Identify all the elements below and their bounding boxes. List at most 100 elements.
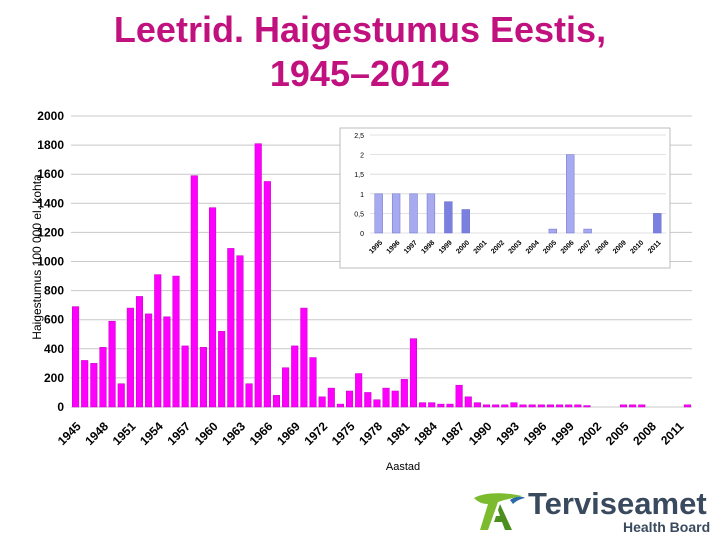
bar-1980	[391, 390, 399, 408]
bar-1965	[254, 143, 262, 408]
inset-y-tick-labels: 0 0,5 1 1,5 2 2,5	[354, 133, 364, 238]
bar-2001	[583, 405, 591, 408]
main-y-tick-label: 600	[44, 313, 64, 327]
bar-1960	[209, 207, 217, 408]
main-y-tick-label: 1800	[37, 138, 64, 152]
bar-2006	[629, 404, 637, 408]
bar-1997	[546, 404, 554, 408]
bar-1955	[163, 316, 171, 408]
inset-bar-2000	[461, 209, 470, 234]
bar-1969	[291, 345, 299, 408]
inset-y-tick-label: 2,5	[354, 133, 364, 140]
main-x-tick-label: 1960	[192, 419, 221, 448]
bar-1999	[565, 404, 573, 408]
main-x-tick-label: 1990	[466, 419, 495, 448]
terviseamet-logo: Terviseamet Health Board	[470, 486, 715, 538]
main-y-tick-label: 1200	[37, 225, 64, 239]
bar-2000	[574, 404, 582, 408]
bar-1979	[382, 387, 390, 408]
y-axis-label: Haigestumus 100 000 el. kohta	[30, 174, 44, 340]
bar-1970	[300, 307, 308, 408]
bar-1964	[245, 383, 253, 408]
bar-1956	[172, 275, 180, 408]
bar-2005	[619, 404, 628, 408]
main-x-tick-label: 2011	[658, 419, 687, 448]
inset-y-tick-label: 1,5	[354, 172, 364, 179]
bar-1945	[72, 306, 80, 408]
inset-chart: 00,511,522,5 1995 1996 1997 1998 1999 2000 200…	[339, 127, 671, 269]
main-x-tick-label: 1972	[301, 419, 330, 448]
main-x-tick-label: 1948	[82, 419, 111, 448]
main-x-tick-label: 1981	[384, 419, 413, 448]
logo-subtitle: Health Board	[623, 519, 711, 535]
inset-bar-2006	[566, 154, 575, 234]
bar-1975	[345, 390, 354, 408]
bar-1949	[108, 320, 116, 408]
bar-1985	[437, 403, 445, 408]
bar-1966	[263, 181, 271, 408]
main-x-tick-label: 1957	[164, 419, 193, 448]
inset-y-tick-label: 2	[360, 153, 364, 160]
bar-1953	[145, 313, 153, 408]
main-x-tick-label: 2005	[603, 419, 632, 448]
bar-1977	[364, 392, 372, 408]
inset-bars	[374, 154, 662, 234]
bar-1992	[501, 404, 509, 408]
inset-bar-1996	[391, 193, 401, 234]
inset-y-tick-label: 1	[360, 192, 364, 199]
main-x-tick-label: 1987	[438, 419, 467, 448]
main-y-tick-label: 800	[44, 284, 64, 298]
main-x-tick-label: 1993	[493, 419, 522, 448]
chart-title: Leetrid. Haigestumus Eestis, 1945–2012	[0, 8, 720, 96]
main-x-tick-label: 1951	[110, 419, 139, 448]
bar-1951	[126, 307, 134, 408]
bar-1973	[327, 387, 335, 408]
bar-1984	[428, 402, 436, 408]
inset-bar-1999	[444, 201, 453, 234]
main-x-tick-label: 1975	[329, 419, 358, 448]
main-x-tick-label: 1984	[411, 419, 440, 448]
main-x-tick-label: 1969	[274, 419, 303, 448]
logo-mark-icon	[474, 493, 525, 530]
bar-1981	[400, 379, 408, 408]
main-y-tick-label: 2000	[37, 109, 64, 123]
chart-title-line2: 1945–2012	[269, 53, 451, 94]
bar-1987	[455, 384, 463, 408]
bar-1967	[272, 395, 281, 408]
main-y-tick-label: 200	[44, 371, 64, 385]
inset-bar-1998	[426, 193, 436, 234]
logo-name: Terviseamet	[528, 486, 707, 521]
main-x-tick-label: 1996	[521, 419, 550, 448]
inset-y-tick-label: 0	[360, 231, 364, 238]
main-x-tick-label: 1999	[548, 419, 577, 448]
main-x-tick-label: 1966	[247, 419, 276, 448]
main-bars	[72, 143, 691, 408]
bar-1974	[336, 403, 344, 408]
bar-1983	[419, 402, 427, 408]
bar-1998	[556, 404, 564, 408]
bar-1954	[154, 274, 162, 408]
main-x-tick-label: 1945	[55, 419, 84, 448]
bar-1971	[309, 357, 317, 408]
bar-1995	[528, 404, 536, 408]
bar-1976	[355, 373, 363, 408]
bar-1952	[135, 296, 144, 408]
bar-1962	[227, 248, 235, 408]
inset-bar-1997	[409, 193, 418, 234]
inset-bar-2005	[548, 228, 557, 234]
bar-1994	[519, 404, 527, 408]
main-x-tick-label: 1963	[219, 419, 248, 448]
bar-1950	[117, 383, 125, 408]
x-axis-label: Aastad	[386, 461, 420, 473]
bar-1947	[90, 363, 98, 408]
bar-1963	[236, 255, 244, 408]
bar-2007	[638, 404, 646, 408]
inset-bar-2011	[653, 213, 662, 234]
bar-1990	[482, 404, 491, 408]
bar-1991	[492, 404, 500, 408]
main-y-tick-label: 1000	[37, 255, 64, 269]
main-x-tick-labels: 1945194819511954195719601963196619691972…	[55, 419, 687, 448]
main-x-tick-label: 1978	[356, 419, 385, 448]
inset-bar-2007	[583, 228, 592, 234]
